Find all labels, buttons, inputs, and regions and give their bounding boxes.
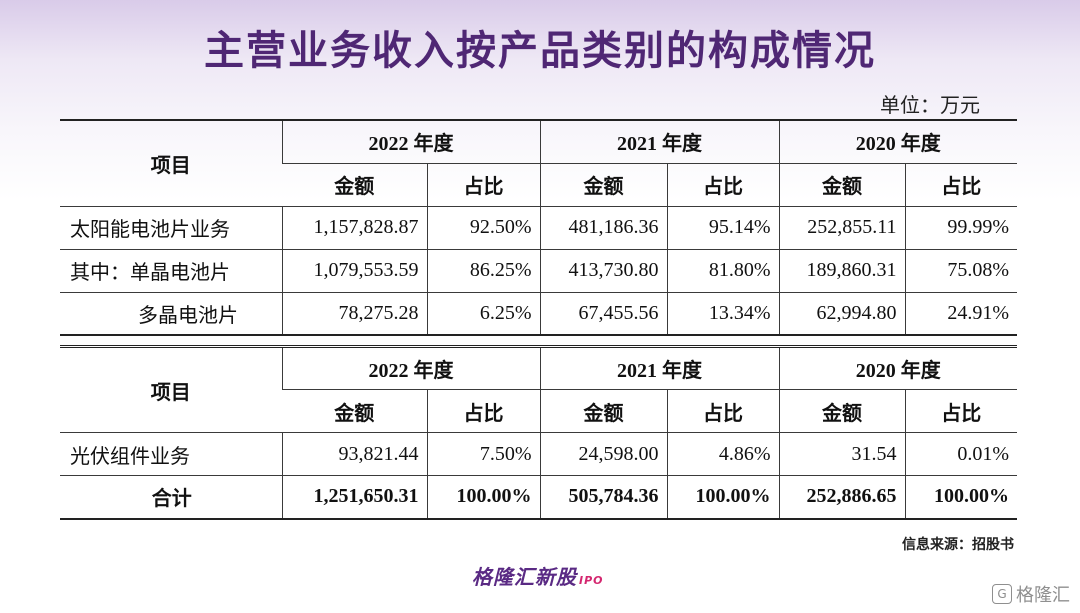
- cell-ratio-2020: 24.91%: [904, 291, 1017, 335]
- header-item: 项目: [150, 154, 191, 177]
- header-ratio: 占比: [666, 162, 779, 206]
- table-row: 多晶电池片 78,275.28 6.25% 67,455.56 13.34% 6…: [60, 291, 1017, 335]
- watermark: G 格隆汇: [992, 581, 1070, 607]
- table-row: 太阳能电池片业务 1,157,828.87 92.50% 481,186.36 …: [60, 205, 1017, 249]
- header-ratio: 占比: [666, 389, 779, 433]
- cell-amount-2022: 1,079,553.59: [281, 248, 427, 292]
- header-ratio: 占比: [904, 162, 1017, 206]
- table-row: 其中：单晶电池片 1,079,553.59 86.25% 413,730.80 …: [60, 248, 1017, 292]
- header-year-2021: 2021 年度: [539, 120, 779, 163]
- header-year-2022: 2022 年度: [281, 120, 540, 163]
- header-year-2020: 2020 年度: [778, 346, 1017, 390]
- total-ratio-2020: 100.00%: [904, 475, 1017, 519]
- cell-ratio-2022: 92.50%: [426, 205, 540, 249]
- total-amount-2021: 505,784.36: [539, 475, 667, 519]
- watermark-text: 格隆汇: [1016, 585, 1070, 606]
- total-row: 合计 1,251,650.31 100.00% 505,784.36 100.0…: [60, 475, 1017, 519]
- table-row: 光伏组件业务 93,821.44 7.50% 24,598.00 4.86% 3…: [60, 432, 1017, 476]
- total-ratio-2021: 100.00%: [666, 475, 779, 519]
- cell-amount-2020: 31.54: [778, 432, 905, 476]
- cell-ratio-2020: 75.08%: [904, 248, 1017, 292]
- unit-label: 单位：万元: [880, 95, 980, 117]
- product-revenue-table: 项目 2022 年度 2021 年度 2020 年度 金额 占比 金额 占比 金…: [60, 119, 1017, 336]
- cell-amount-2021: 67,455.56: [539, 291, 667, 335]
- cell-ratio-2022: 6.25%: [426, 291, 540, 335]
- header-item: 项目: [150, 381, 191, 404]
- cell-amount-2022: 78,275.28: [281, 291, 427, 335]
- header-amount: 金额: [539, 162, 667, 206]
- header-year-2022: 2022 年度: [281, 346, 540, 390]
- cell-amount-2021: 481,186.36: [539, 205, 667, 249]
- cell-ratio-2021: 4.86%: [666, 432, 779, 476]
- row-label: 其中：单晶电池片: [60, 248, 282, 292]
- module-revenue-table: 项目 2022 年度 2021 年度 2020 年度 金额 占比 金额 占比 金…: [60, 345, 1017, 520]
- cell-ratio-2020: 99.99%: [904, 205, 1017, 249]
- cell-amount-2020: 252,855.11: [778, 205, 905, 249]
- total-label: 合计: [60, 475, 282, 519]
- row-label: 多晶电池片: [60, 291, 282, 335]
- header-year-2020: 2020 年度: [778, 120, 1017, 163]
- header-amount: 金额: [778, 389, 905, 433]
- cell-amount-2020: 62,994.80: [778, 291, 905, 335]
- brand-name: 格隆汇新股: [472, 565, 577, 589]
- source-note: 信息来源：招股书: [902, 538, 1014, 553]
- cell-amount-2020: 189,860.31: [778, 248, 905, 292]
- cell-ratio-2021: 95.14%: [666, 205, 779, 249]
- cell-ratio-2020: 0.01%: [904, 432, 1017, 476]
- total-ratio-2022: 100.00%: [426, 475, 540, 519]
- header-ratio: 占比: [426, 162, 540, 206]
- row-label: 太阳能电池片业务: [60, 205, 282, 249]
- total-amount-2022: 1,251,650.31: [281, 475, 427, 519]
- cell-ratio-2022: 86.25%: [426, 248, 540, 292]
- gelonghui-logo-icon: G: [992, 584, 1012, 604]
- header-ratio: 占比: [904, 389, 1017, 433]
- header-ratio: 占比: [426, 389, 540, 433]
- cell-amount-2021: 24,598.00: [539, 432, 667, 476]
- brand-logo: 格隆汇新股 IPO: [472, 561, 604, 590]
- header-amount: 金额: [282, 389, 427, 433]
- header-amount: 金额: [778, 162, 905, 206]
- header-amount: 金额: [539, 389, 667, 433]
- header-year-2021: 2021 年度: [539, 346, 779, 390]
- cell-amount-2021: 413,730.80: [539, 248, 667, 292]
- cell-amount-2022: 93,821.44: [281, 432, 427, 476]
- cell-ratio-2022: 7.50%: [426, 432, 540, 476]
- brand-sub: IPO: [579, 574, 604, 587]
- cell-ratio-2021: 81.80%: [666, 248, 779, 292]
- total-amount-2020: 252,886.65: [778, 475, 905, 519]
- page-title: 主营业务收入按产品类别的构成情况: [204, 28, 876, 74]
- cell-amount-2022: 1,157,828.87: [281, 205, 427, 249]
- header-amount: 金额: [282, 162, 427, 206]
- cell-ratio-2021: 13.34%: [666, 291, 779, 335]
- row-label: 光伏组件业务: [60, 432, 282, 476]
